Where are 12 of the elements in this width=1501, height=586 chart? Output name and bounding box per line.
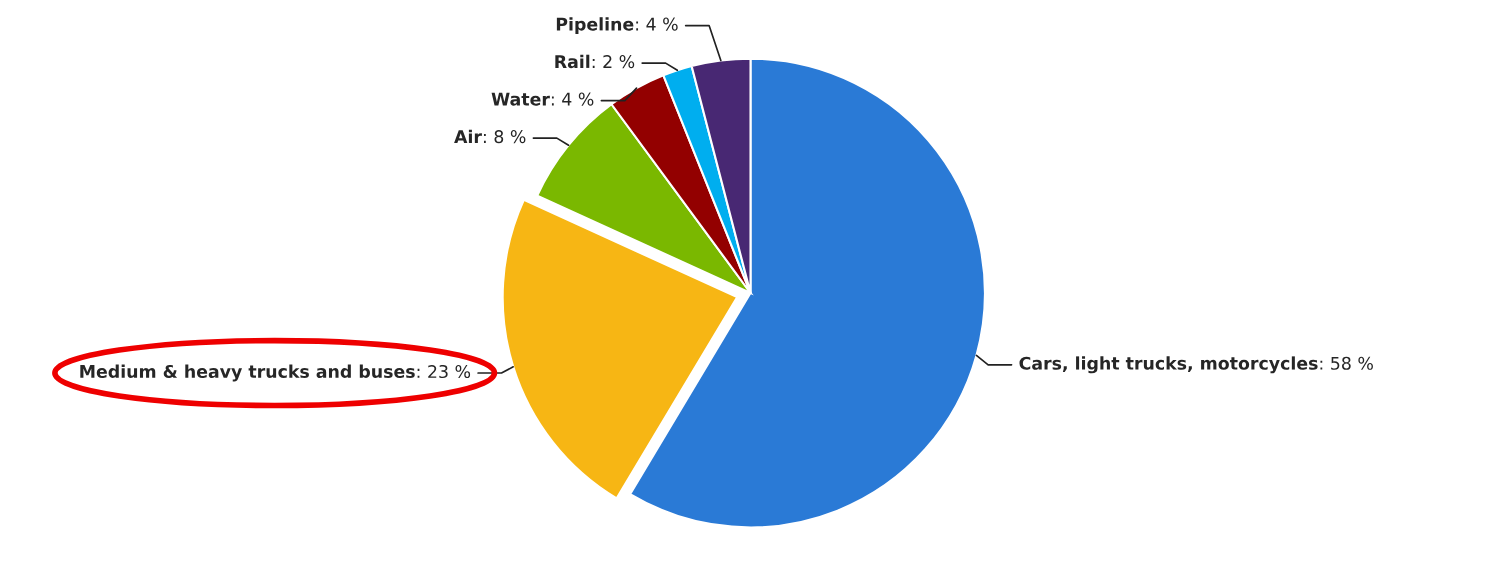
- data-label: : 4 %: [551, 92, 594, 106]
- data-label: : 58 %: [1320, 356, 1373, 370]
- slice-label: Water: [491, 92, 550, 106]
- slice-label: Pipeline: [556, 17, 634, 35]
- slice-label: Medium & heavy trucks and buses: [80, 364, 415, 382]
- data-label: : 8 %: [483, 130, 526, 144]
- data-label: : 2 %: [592, 55, 635, 69]
- data-label: : 4 %: [636, 17, 678, 31]
- slice-label: Rail: [555, 54, 590, 69]
- slice-label: Air: [454, 129, 482, 143]
- data-label: : 23 %: [417, 364, 471, 379]
- slice-label: Cars, light trucks, motorcycles: [1019, 356, 1318, 374]
